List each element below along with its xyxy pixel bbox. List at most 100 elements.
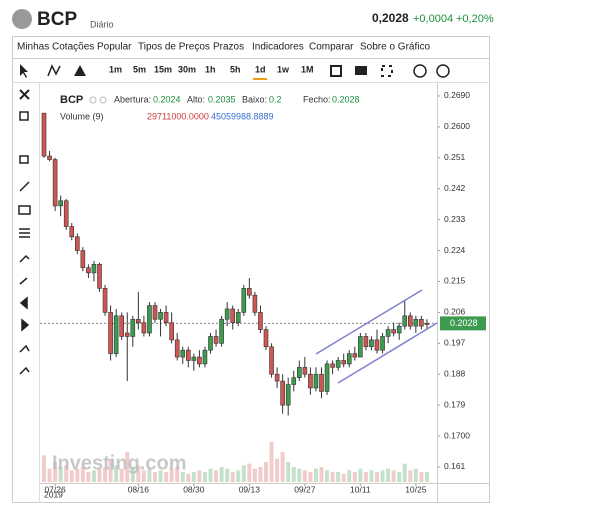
volume-bar — [186, 473, 191, 482]
tool-icon[interactable] — [19, 254, 30, 263]
candle-body — [186, 349, 191, 361]
tool-icon[interactable] — [19, 181, 30, 192]
candle-body — [341, 360, 347, 365]
timeframe[interactable]: 5h — [230, 64, 241, 74]
tool-icon[interactable] — [19, 277, 28, 285]
volume-bar — [280, 452, 285, 482]
candle-body — [197, 356, 202, 365]
legend-label: Fecho: — [303, 94, 331, 104]
candle-body — [124, 332, 130, 337]
volume-bar — [214, 470, 219, 482]
volume-bar — [241, 465, 246, 482]
candle-body — [352, 353, 358, 358]
volume-bar — [42, 455, 46, 482]
tool-icon[interactable] — [19, 296, 28, 310]
x-tick-label: 09/27 — [294, 484, 316, 494]
candle-body — [396, 325, 402, 334]
legend-icon[interactable] — [89, 96, 97, 104]
volume-bar — [64, 465, 69, 482]
menu-bar: Minhas Cotações Popular Tipos de Preços Pra… — [17, 42, 430, 53]
volume-bar — [75, 468, 80, 482]
tool-icon[interactable] — [19, 228, 30, 238]
volume-bar — [230, 472, 235, 482]
volume-bar — [97, 468, 102, 482]
candle-body — [330, 363, 335, 368]
candle-body — [47, 155, 52, 160]
volume-bar — [53, 462, 58, 482]
candle-body — [247, 288, 252, 296]
timeframe[interactable]: 1M — [301, 64, 314, 74]
y-tick-label: 0.197 — [444, 338, 466, 348]
legend-label: Abertura: — [114, 94, 151, 104]
menu-item[interactable]: Indicadores — [252, 42, 304, 53]
candle-body — [369, 339, 374, 348]
menu-item[interactable]: Prazos — [213, 42, 244, 53]
timeframe[interactable]: 1h — [205, 64, 216, 74]
menu-item[interactable]: Minhas Cotações — [17, 42, 94, 53]
tool-icon[interactable] — [18, 205, 31, 215]
candle-body — [385, 329, 391, 337]
channel-line — [315, 289, 423, 355]
menu-item[interactable]: Tipos de Preços — [138, 42, 210, 53]
upload-icon[interactable] — [436, 64, 450, 78]
candle-body — [335, 360, 341, 368]
fullscreen-icon[interactable] — [381, 65, 393, 77]
x-tick-label: 10/25 — [405, 484, 427, 494]
download-icon[interactable] — [413, 64, 427, 78]
legend-value: 0.2028 — [332, 94, 360, 104]
volume-bar — [258, 467, 263, 482]
volume-bar — [252, 468, 257, 482]
candle-body — [302, 367, 308, 375]
tool-icon[interactable] — [21, 318, 30, 332]
timeframe[interactable]: 1d — [255, 64, 266, 74]
candle-body — [208, 336, 213, 351]
price: 0,2028 — [372, 11, 409, 25]
candle-body — [424, 323, 430, 325]
timeframe[interactable]: 5m — [133, 64, 146, 74]
volume-bar — [202, 472, 207, 482]
x-tick-label: 08/30 — [183, 484, 205, 494]
volume-bar — [158, 470, 163, 482]
candle-body — [119, 315, 124, 337]
timeframe[interactable]: 1w — [277, 64, 290, 74]
volume-bar — [147, 468, 152, 482]
y-tick-label: 0.215 — [444, 276, 466, 286]
tool-icon[interactable] — [19, 89, 30, 100]
timeframe[interactable]: 30m — [178, 64, 196, 74]
menu-item[interactable]: Comparar — [309, 42, 354, 53]
legend-icon[interactable] — [99, 96, 107, 104]
volume-bar — [180, 472, 185, 482]
settings-icon[interactable] — [330, 65, 342, 77]
volume-bar — [225, 468, 230, 482]
volume-bar — [141, 470, 146, 482]
volume-bar — [286, 462, 291, 482]
volume-bar — [119, 468, 124, 482]
volume-bar — [358, 468, 363, 482]
toolbar: 1m 5m 15m 30m 1h 5h 1d 1w 1M — [20, 64, 450, 80]
candle-body — [374, 339, 380, 351]
timeframe[interactable]: 15m — [154, 64, 172, 74]
candles-icon[interactable] — [47, 64, 61, 77]
volume-bar — [108, 458, 113, 482]
drawing-tools — [18, 89, 31, 375]
menu-item[interactable]: Popular — [97, 42, 132, 53]
tool-icon[interactable] — [19, 111, 29, 121]
tool-icon[interactable] — [19, 344, 30, 353]
tool-icon[interactable] — [19, 366, 30, 375]
menu-item[interactable]: Sobre o Gráfico — [360, 42, 430, 53]
candle-body — [241, 288, 247, 313]
candle-body — [324, 363, 330, 392]
volume-bar — [164, 472, 169, 482]
tool-icon[interactable] — [19, 155, 29, 164]
area-icon[interactable] — [74, 65, 86, 76]
timeframe[interactable]: 1m — [109, 64, 122, 74]
candle-body — [258, 312, 263, 330]
candle-body — [219, 318, 224, 344]
volume-bar — [380, 470, 385, 482]
volume-bar — [114, 465, 119, 482]
y-tick-label: 0.224 — [444, 245, 466, 255]
candle-body — [58, 200, 63, 207]
cursor-icon[interactable] — [20, 64, 28, 78]
last-price-tag — [440, 316, 486, 331]
camera-icon[interactable] — [355, 66, 367, 75]
